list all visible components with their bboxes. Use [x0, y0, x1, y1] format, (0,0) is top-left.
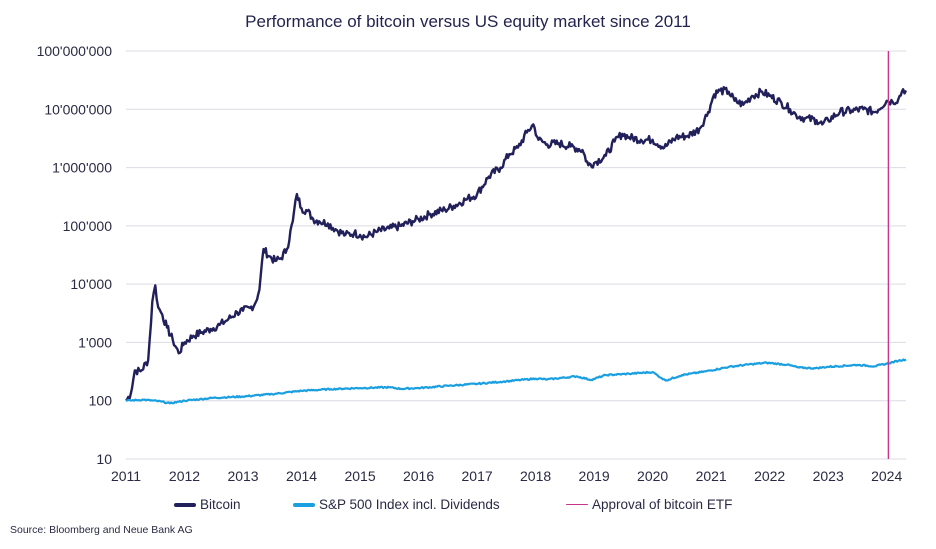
legend-item-etf: Approval of bitcoin ETF — [566, 497, 732, 512]
y-tick-label: 1'000 — [78, 334, 112, 350]
x-tick-label: 2014 — [286, 468, 317, 484]
y-tick-label: 10'000 — [70, 276, 112, 292]
y-tick-label: 100 — [89, 393, 113, 409]
series-lines — [125, 51, 908, 459]
y-tick-label: 10'000'000 — [44, 101, 112, 117]
x-tick-label: 2011 — [111, 468, 141, 484]
legend-item-bitcoin: Bitcoin — [174, 497, 241, 512]
legend-label-sp500: S&P 500 Index incl. Dividends — [319, 497, 500, 512]
x-tick-label: 2013 — [227, 468, 258, 484]
x-tick-label: 2020 — [637, 468, 668, 484]
x-tick-label: 2017 — [462, 468, 493, 484]
source-note: Source: Bloomberg and Neue Bank AG — [10, 524, 193, 536]
legend-swatch-etf — [566, 503, 588, 506]
legend-label-bitcoin: Bitcoin — [200, 497, 241, 512]
x-tick-label: 2015 — [344, 468, 375, 484]
legend-label-etf: Approval of bitcoin ETF — [592, 497, 733, 512]
y-tick-label: 100'000 — [63, 218, 113, 234]
chart-title: Performance of bitcoin versus US equity … — [245, 12, 691, 31]
x-tick-label: 2021 — [696, 468, 727, 484]
y-tick-label: 100'000'000 — [37, 43, 113, 59]
legend-swatch-sp500 — [293, 502, 315, 507]
legend-item-sp500: S&P 500 Index incl. Dividends — [293, 497, 500, 512]
y-tick-label: 1'000'000 — [52, 160, 112, 176]
x-axis-ticks: 2011 2012 2013 2014 2015 2016 2017 2018 2019 2020… — [111, 468, 903, 484]
legend: Bitcoin S&P 500 Index incl. Dividends Ap… — [0, 497, 936, 517]
sp500-line — [125, 358, 907, 405]
y-axis-ticks: 100'000'000 10'000'000 1'000'000 100'000 10'… — [37, 43, 113, 467]
x-tick-label: 2022 — [754, 468, 785, 484]
x-tick-label: 2012 — [169, 468, 200, 484]
x-tick-label: 2024 — [871, 468, 902, 484]
x-tick-label: 2016 — [403, 468, 434, 484]
x-tick-label: 2019 — [579, 468, 610, 484]
legend-swatch-bitcoin — [174, 502, 196, 507]
x-tick-label: 2018 — [520, 468, 551, 484]
y-tick-label: 10 — [96, 451, 112, 467]
bitcoin-line — [125, 86, 908, 402]
gridlines — [126, 50, 906, 460]
x-tick-label: 2023 — [813, 468, 844, 484]
